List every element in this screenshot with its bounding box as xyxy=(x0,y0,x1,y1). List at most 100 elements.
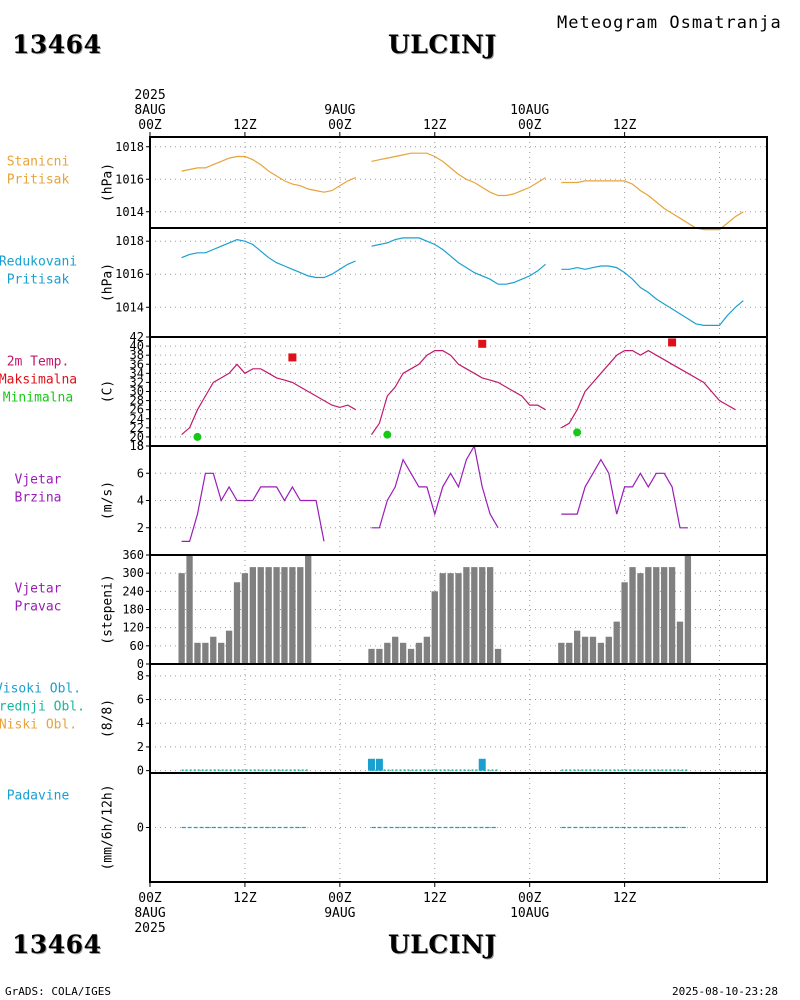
direction-bar xyxy=(399,642,407,664)
direction-bar xyxy=(455,573,462,664)
x-label-bottom: 9AUG xyxy=(324,906,355,921)
x-label-bottom: 00Z xyxy=(518,891,542,906)
temp-max-marker xyxy=(668,338,677,347)
panel-label: Padavine xyxy=(7,789,70,804)
temp-max-marker xyxy=(288,353,297,362)
y-tick-label: 2 xyxy=(137,521,144,535)
y-tick-label: 20 xyxy=(130,430,144,444)
panel-label: Minimalna xyxy=(3,391,73,406)
footer-credit: GrADS: COLA/IGES xyxy=(5,985,111,998)
y-tick-label: 30 xyxy=(130,385,144,399)
direction-bar xyxy=(589,636,597,664)
y-tick-label: 6 xyxy=(137,693,144,707)
panel-label: Stanicni xyxy=(7,155,70,170)
cloud-high-bar xyxy=(367,758,375,771)
direction-bar xyxy=(439,573,446,664)
y-tick-label: 4 xyxy=(137,716,144,730)
y-tick-label: 4 xyxy=(137,494,144,508)
panel-unit: (stepeni) xyxy=(101,574,116,644)
direction-bar xyxy=(281,567,288,664)
x-label-top: 2025 xyxy=(134,88,165,103)
direction-bar xyxy=(186,555,193,664)
direction-bar xyxy=(423,636,431,664)
y-tick-label: 1016 xyxy=(115,267,144,281)
panel-label: Brzina xyxy=(15,491,62,506)
y-tick-label: 32 xyxy=(130,375,144,389)
panel-frame xyxy=(149,772,768,883)
x-label-bottom: 00Z xyxy=(138,891,162,906)
x-label-top: 12Z xyxy=(423,118,447,133)
station-name-bottom: ULCINJ xyxy=(388,930,497,959)
direction-bar xyxy=(178,573,185,664)
direction-bar xyxy=(661,567,668,664)
y-tick-label: 120 xyxy=(122,621,144,635)
direction-bar xyxy=(431,591,438,664)
direction-bar xyxy=(407,648,415,664)
series-line xyxy=(181,472,325,543)
x-label-top: 00Z xyxy=(328,118,352,133)
series-line xyxy=(181,363,357,436)
direction-bar xyxy=(210,636,217,664)
panel-clouds: 0 2 4 6 8 (8/8) Visoki Obl. Srednji Obl. Niski O… xyxy=(0,663,768,778)
direction-bar xyxy=(573,630,581,664)
direction-bar xyxy=(597,642,605,664)
direction-bar xyxy=(676,621,684,664)
panel-label: 2m Temp. xyxy=(7,355,70,370)
direction-bar xyxy=(581,636,589,664)
x-label-bottom: 8AUG xyxy=(134,906,165,921)
direction-bar xyxy=(463,567,470,664)
direction-bar xyxy=(605,636,612,664)
panel-label: Pritisak xyxy=(7,173,70,188)
series-line xyxy=(561,458,688,529)
direction-bar xyxy=(645,567,652,664)
x-label-top: 00Z xyxy=(138,118,162,133)
y-tick-label: 360 xyxy=(122,548,144,562)
x-label-bottom: 12Z xyxy=(423,891,447,906)
panel-frame xyxy=(149,663,768,774)
direction-bar xyxy=(486,567,494,664)
direction-bar xyxy=(225,630,233,664)
y-tick-label: 36 xyxy=(130,357,144,371)
panel-label: Vjetar xyxy=(15,473,62,488)
direction-bar xyxy=(653,567,660,664)
x-label-bottom: 12Z xyxy=(233,891,257,906)
direction-bar xyxy=(494,648,502,664)
direction-bar xyxy=(471,567,478,664)
y-tick-label: 38 xyxy=(130,348,144,362)
series-line xyxy=(371,152,546,197)
panel-unit: (hPa) xyxy=(101,163,116,202)
direction-bar xyxy=(265,567,272,664)
cloud-high-bar xyxy=(375,758,383,771)
y-tick-label: 40 xyxy=(130,339,144,353)
y-tick-label: 180 xyxy=(122,603,144,617)
x-label-bottom: 12Z xyxy=(613,891,637,906)
panel-label: Pritisak xyxy=(7,273,70,288)
station-name-top: ULCINJ xyxy=(388,30,497,59)
direction-bar xyxy=(249,567,256,664)
series-line xyxy=(561,180,744,231)
direction-bar xyxy=(684,555,692,664)
panel-label: Srednji Obl. xyxy=(0,700,85,715)
panel-label: Niski Obl. xyxy=(0,718,77,733)
series-line xyxy=(181,238,356,279)
x-label-top: 12Z xyxy=(613,118,637,133)
direction-bar xyxy=(668,567,676,664)
direction-bar xyxy=(637,573,644,664)
series-line xyxy=(181,155,356,193)
direction-bar xyxy=(368,648,375,664)
direction-bar xyxy=(233,582,241,664)
direction-bar xyxy=(447,573,454,664)
direction-bar xyxy=(218,642,225,664)
x-label-top: 12Z xyxy=(233,118,257,133)
x-label-top: 00Z xyxy=(518,118,542,133)
series-line xyxy=(561,265,744,326)
y-tick-label: 42 xyxy=(130,330,144,344)
panel-unit: (8/8) xyxy=(101,699,116,738)
direction-bar xyxy=(558,642,565,664)
y-tick-label: 18 xyxy=(130,439,144,453)
direction-bar xyxy=(384,642,391,664)
x-label-bottom: 2025 xyxy=(134,921,165,936)
direction-bar xyxy=(621,582,628,664)
y-tick-label: 1014 xyxy=(115,300,144,314)
